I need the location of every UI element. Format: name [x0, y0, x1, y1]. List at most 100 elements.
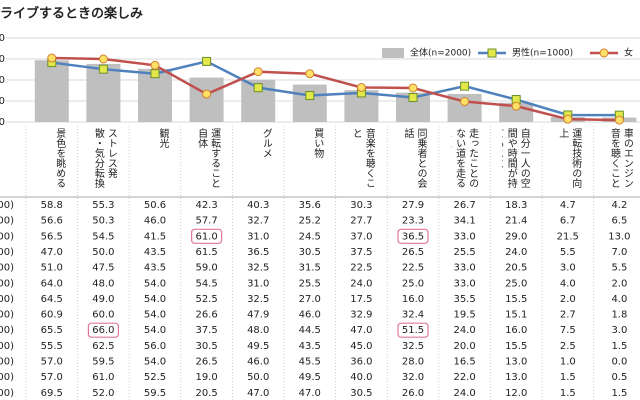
table-cell: 12.0	[505, 388, 527, 399]
table-cell: 1.5	[611, 341, 627, 352]
table-cell: 56.6	[41, 216, 63, 227]
y-tick-label: 80	[0, 33, 5, 44]
table-cell: 13.0	[608, 231, 630, 242]
row-label: 00)	[0, 357, 14, 368]
point	[356, 82, 366, 92]
point	[150, 60, 160, 70]
row-label: 00)	[0, 325, 14, 336]
legend-marker	[487, 48, 497, 58]
category-header: 景色を眺める	[53, 128, 65, 188]
table-cell: 66.0	[92, 325, 114, 336]
table-cell: 48.0	[92, 278, 114, 289]
point	[202, 89, 212, 99]
table-cell: 56.5	[41, 231, 63, 242]
category-header: ストレス発散・気分転換	[92, 128, 117, 188]
table-cell: 43.5	[299, 341, 321, 352]
table-cell: 60.0	[92, 310, 114, 321]
table-cell: 30.5	[299, 247, 321, 258]
table-cell: 24.0	[453, 325, 475, 336]
table-cell: 46.0	[144, 216, 166, 227]
table-cell: 35.5	[453, 294, 475, 305]
table-cell: 27.7	[350, 216, 372, 227]
row-label: 00)	[0, 310, 14, 321]
table-cell: 47.0	[299, 388, 321, 399]
table-cell: 69.5	[41, 388, 63, 399]
table-cell: 26.0	[402, 388, 424, 399]
table-cell: 2.0	[611, 278, 627, 289]
point	[460, 97, 470, 107]
category-header: 運転すること自体	[195, 128, 220, 188]
table-cell: 45.0	[350, 341, 372, 352]
table-cell: 5.5	[611, 263, 627, 274]
category-header: 買い物	[311, 128, 323, 158]
table-cell: 15.5	[505, 341, 527, 352]
table-cell: 21.4	[505, 216, 527, 227]
table-cell: 58.8	[41, 200, 63, 211]
point	[614, 115, 624, 125]
table-cell: 37.5	[195, 325, 217, 336]
table-cell: 31.5	[299, 263, 321, 274]
table-cell: 55.5	[41, 341, 63, 352]
table-cell: 5.5	[560, 247, 576, 258]
table-cell: 2.5	[560, 341, 576, 352]
table-cell: 59.5	[144, 388, 166, 399]
table-cell: 57.7	[195, 216, 217, 227]
point	[150, 69, 160, 79]
table-cell: 36.5	[402, 231, 424, 242]
table-cell: 24.0	[453, 388, 475, 399]
category-header: 自分一人の空間や時間が持てること	[502, 128, 530, 188]
table-cell: 59.0	[195, 263, 217, 274]
table-cell: 16.0	[402, 294, 424, 305]
table-cell: 37.0	[350, 231, 372, 242]
table-cell: 54.0	[144, 278, 166, 289]
table-cell: 32.0	[402, 372, 424, 383]
table-cell: 51.0	[41, 263, 63, 274]
table-cell: 6.5	[611, 216, 627, 227]
table-cell: 4.0	[560, 278, 576, 289]
table-cell: 15.1	[505, 310, 527, 321]
table-cell: 7.5	[560, 325, 576, 336]
table-cell: 50.0	[247, 372, 269, 383]
table-cell: 20.0	[453, 341, 475, 352]
table-cell: 42.3	[195, 200, 217, 211]
legend-swatch	[382, 48, 404, 58]
table-cell: 2.0	[560, 294, 576, 305]
table-cell: 36.5	[247, 247, 269, 258]
bar	[34, 60, 69, 122]
table-cell: 62.5	[92, 341, 114, 352]
cell-highlight	[397, 322, 429, 338]
table-cell: 25.5	[453, 247, 475, 258]
table-cell: 47.0	[41, 247, 63, 258]
series-line	[51, 56, 620, 122]
table-cell: 24.0	[505, 247, 527, 258]
category-header: 走ったことのない道を走ること	[451, 128, 478, 188]
table-cell: 2.7	[560, 310, 576, 321]
table-cell: 31.0	[247, 278, 269, 289]
table-cell: 54.0	[144, 357, 166, 368]
row-label: 00)	[0, 372, 14, 383]
category-header: 車のエンジン音を聴くこと	[608, 128, 633, 188]
table-cell: 19.5	[453, 310, 475, 321]
table-cell: 43.5	[144, 263, 166, 274]
point	[563, 114, 573, 124]
table-cell: 54.0	[144, 294, 166, 305]
row-label: 00)	[0, 294, 14, 305]
table-cell: 1.0	[560, 357, 576, 368]
category-header: 音楽を聴くこと	[350, 128, 375, 188]
table-cell: 33.0	[453, 231, 475, 242]
table-cell: 55.3	[92, 200, 114, 211]
point	[305, 91, 315, 101]
table-cell: 52.5	[195, 294, 217, 305]
table-cell: 3.0	[560, 263, 576, 274]
table-cell: 50.6	[144, 200, 166, 211]
table-cell: 26.5	[195, 357, 217, 368]
table-cell: 47.9	[247, 310, 269, 321]
table-cell: 65.5	[41, 325, 63, 336]
table-cell: 40.0	[350, 372, 372, 383]
legend-marker	[599, 48, 609, 58]
table-cell: 30.3	[350, 200, 372, 211]
table-cell: 4.7	[560, 200, 576, 211]
table-cell: 33.0	[453, 263, 475, 274]
table-cell: 32.5	[247, 263, 269, 274]
